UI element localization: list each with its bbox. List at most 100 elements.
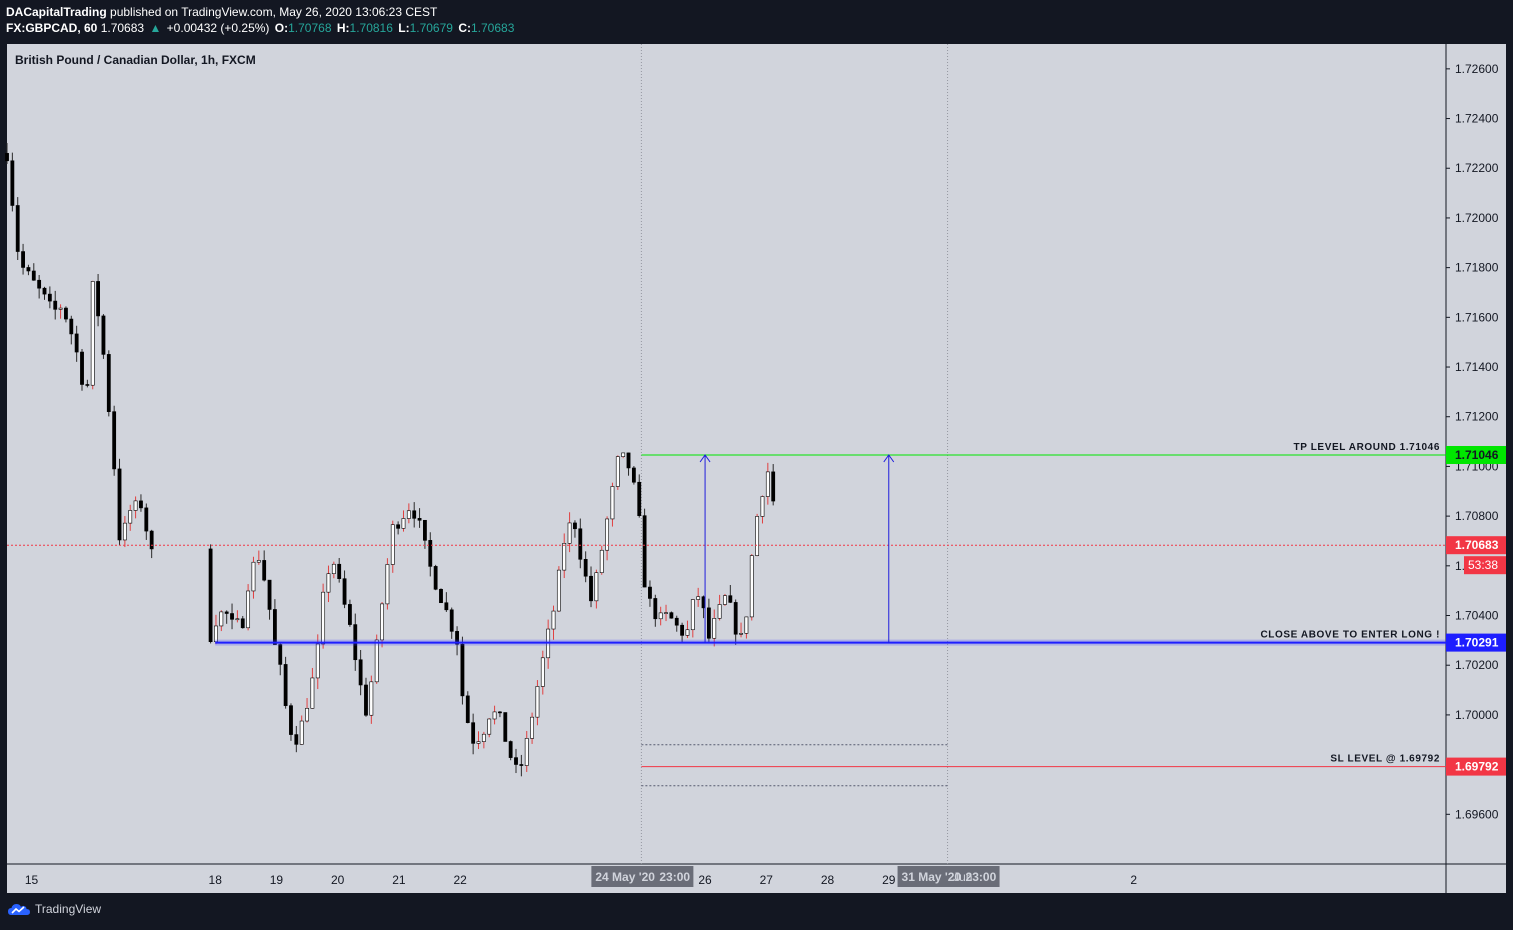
time-marker-date: 24 May '20 xyxy=(595,870,655,884)
candle-body xyxy=(423,519,427,541)
candle-body xyxy=(122,522,127,541)
candle-body xyxy=(503,712,508,742)
x-tick: Jun xyxy=(953,870,972,884)
y-tick-label: 1.70800 xyxy=(1455,509,1499,523)
candle-body xyxy=(112,411,117,470)
x-tick: 19 xyxy=(270,873,284,887)
y-tick-label: 1.72200 xyxy=(1455,161,1499,175)
x-tick-label: 22 xyxy=(453,873,467,887)
candle-body xyxy=(315,643,320,679)
y-tick-label: 1.71200 xyxy=(1455,410,1499,424)
candle-body xyxy=(573,522,577,530)
candle-body xyxy=(471,722,476,744)
low-label: L: xyxy=(398,21,410,35)
price-change: +0.00432 (+0.25%) xyxy=(166,21,270,35)
candle-body xyxy=(37,279,42,289)
candle-body xyxy=(283,664,288,706)
candle-body xyxy=(455,631,459,645)
high-value: 1.70816 xyxy=(349,21,393,35)
candle-body xyxy=(476,741,481,744)
candle-body xyxy=(615,456,620,487)
candle-body xyxy=(15,205,20,252)
candle-body xyxy=(106,354,111,412)
candle-body xyxy=(465,695,470,723)
candle-body xyxy=(321,591,326,645)
candle-body xyxy=(540,657,545,687)
candle-body xyxy=(90,281,95,386)
y-tick-label: 1.69600 xyxy=(1455,807,1499,821)
x-tick-label: Jun xyxy=(953,870,972,884)
publish-line: DACapitalTrading published on TradingVie… xyxy=(6,4,516,20)
candle-body xyxy=(567,522,572,544)
x-tick: 28 xyxy=(821,873,835,887)
x-tick-label: 19 xyxy=(270,873,284,887)
candle-body xyxy=(69,318,74,335)
candle-body xyxy=(749,555,754,618)
candle-body xyxy=(637,481,642,516)
candle-body xyxy=(589,575,593,602)
candle-body xyxy=(58,307,63,310)
time-marker-hour: 23:00 xyxy=(966,870,997,884)
footer-brand: TradingView xyxy=(35,902,102,916)
candle-body xyxy=(31,270,36,281)
y-tick-label: 1.71400 xyxy=(1455,360,1499,374)
high-label: H: xyxy=(336,21,350,35)
open-value: 1.70768 xyxy=(288,21,332,35)
candle-body xyxy=(380,603,384,641)
candle-body xyxy=(53,300,58,310)
chart-title: British Pound / Canadian Dollar, 1h, FXC… xyxy=(15,53,256,67)
candle-body xyxy=(401,518,406,529)
candle-body xyxy=(64,307,68,320)
candle-body xyxy=(396,524,401,529)
publish-info: published on TradingView.com, May 26, 20… xyxy=(110,5,438,19)
tradingview-logo[interactable]: TradingView xyxy=(8,902,101,916)
x-tick: 18 xyxy=(209,873,223,887)
candle-body xyxy=(139,500,143,509)
x-tick: 23:00 xyxy=(966,870,997,884)
candle-body xyxy=(765,471,770,497)
candle-body xyxy=(272,609,277,645)
candle-body xyxy=(224,611,229,614)
candle-body xyxy=(390,524,395,565)
tp-badge-value: 1.71046 xyxy=(1455,448,1499,462)
candle-body xyxy=(74,333,79,353)
candle-body xyxy=(481,733,486,742)
x-tick: 2 xyxy=(1130,873,1137,887)
candle-body xyxy=(524,738,529,766)
candle-body xyxy=(235,618,240,621)
sl-price-badge xyxy=(1446,757,1506,776)
candle-body xyxy=(80,351,84,385)
candle-body xyxy=(299,720,304,745)
x-tick: 31 May '20 xyxy=(897,866,1000,887)
time-marker-badge xyxy=(591,866,694,887)
current-price-value: 1.70683 xyxy=(1455,538,1499,552)
candle-body xyxy=(658,612,663,620)
candle-body xyxy=(42,287,47,295)
time-marker-hour: 23:00 xyxy=(659,870,690,884)
candle-body xyxy=(621,452,626,457)
candle-body xyxy=(230,613,234,620)
candle-body xyxy=(594,572,599,602)
candle-body xyxy=(514,757,518,765)
x-tick-label: 26 xyxy=(698,873,712,887)
candle-body xyxy=(85,384,90,386)
candle-body xyxy=(626,452,631,469)
candle-body xyxy=(240,618,245,629)
candle-body xyxy=(610,486,615,520)
candle-body xyxy=(348,604,352,625)
candle-body xyxy=(631,467,636,483)
candle-body xyxy=(460,643,465,697)
current-price-badge xyxy=(1446,536,1506,555)
x-tick-label: 2 xyxy=(1130,873,1137,887)
x-tick: 26 xyxy=(698,873,712,887)
publisher-name[interactable]: DACapitalTrading xyxy=(6,5,107,19)
candle-body xyxy=(214,625,218,642)
countdown-value: 53:38 xyxy=(1468,558,1498,572)
x-tick: 24 May '20 xyxy=(591,866,694,887)
candle-body xyxy=(739,632,743,635)
candle-body xyxy=(385,564,390,605)
x-tick: 23:00 xyxy=(659,870,690,884)
candle-body xyxy=(305,707,309,722)
x-tick: 29 xyxy=(882,873,896,887)
